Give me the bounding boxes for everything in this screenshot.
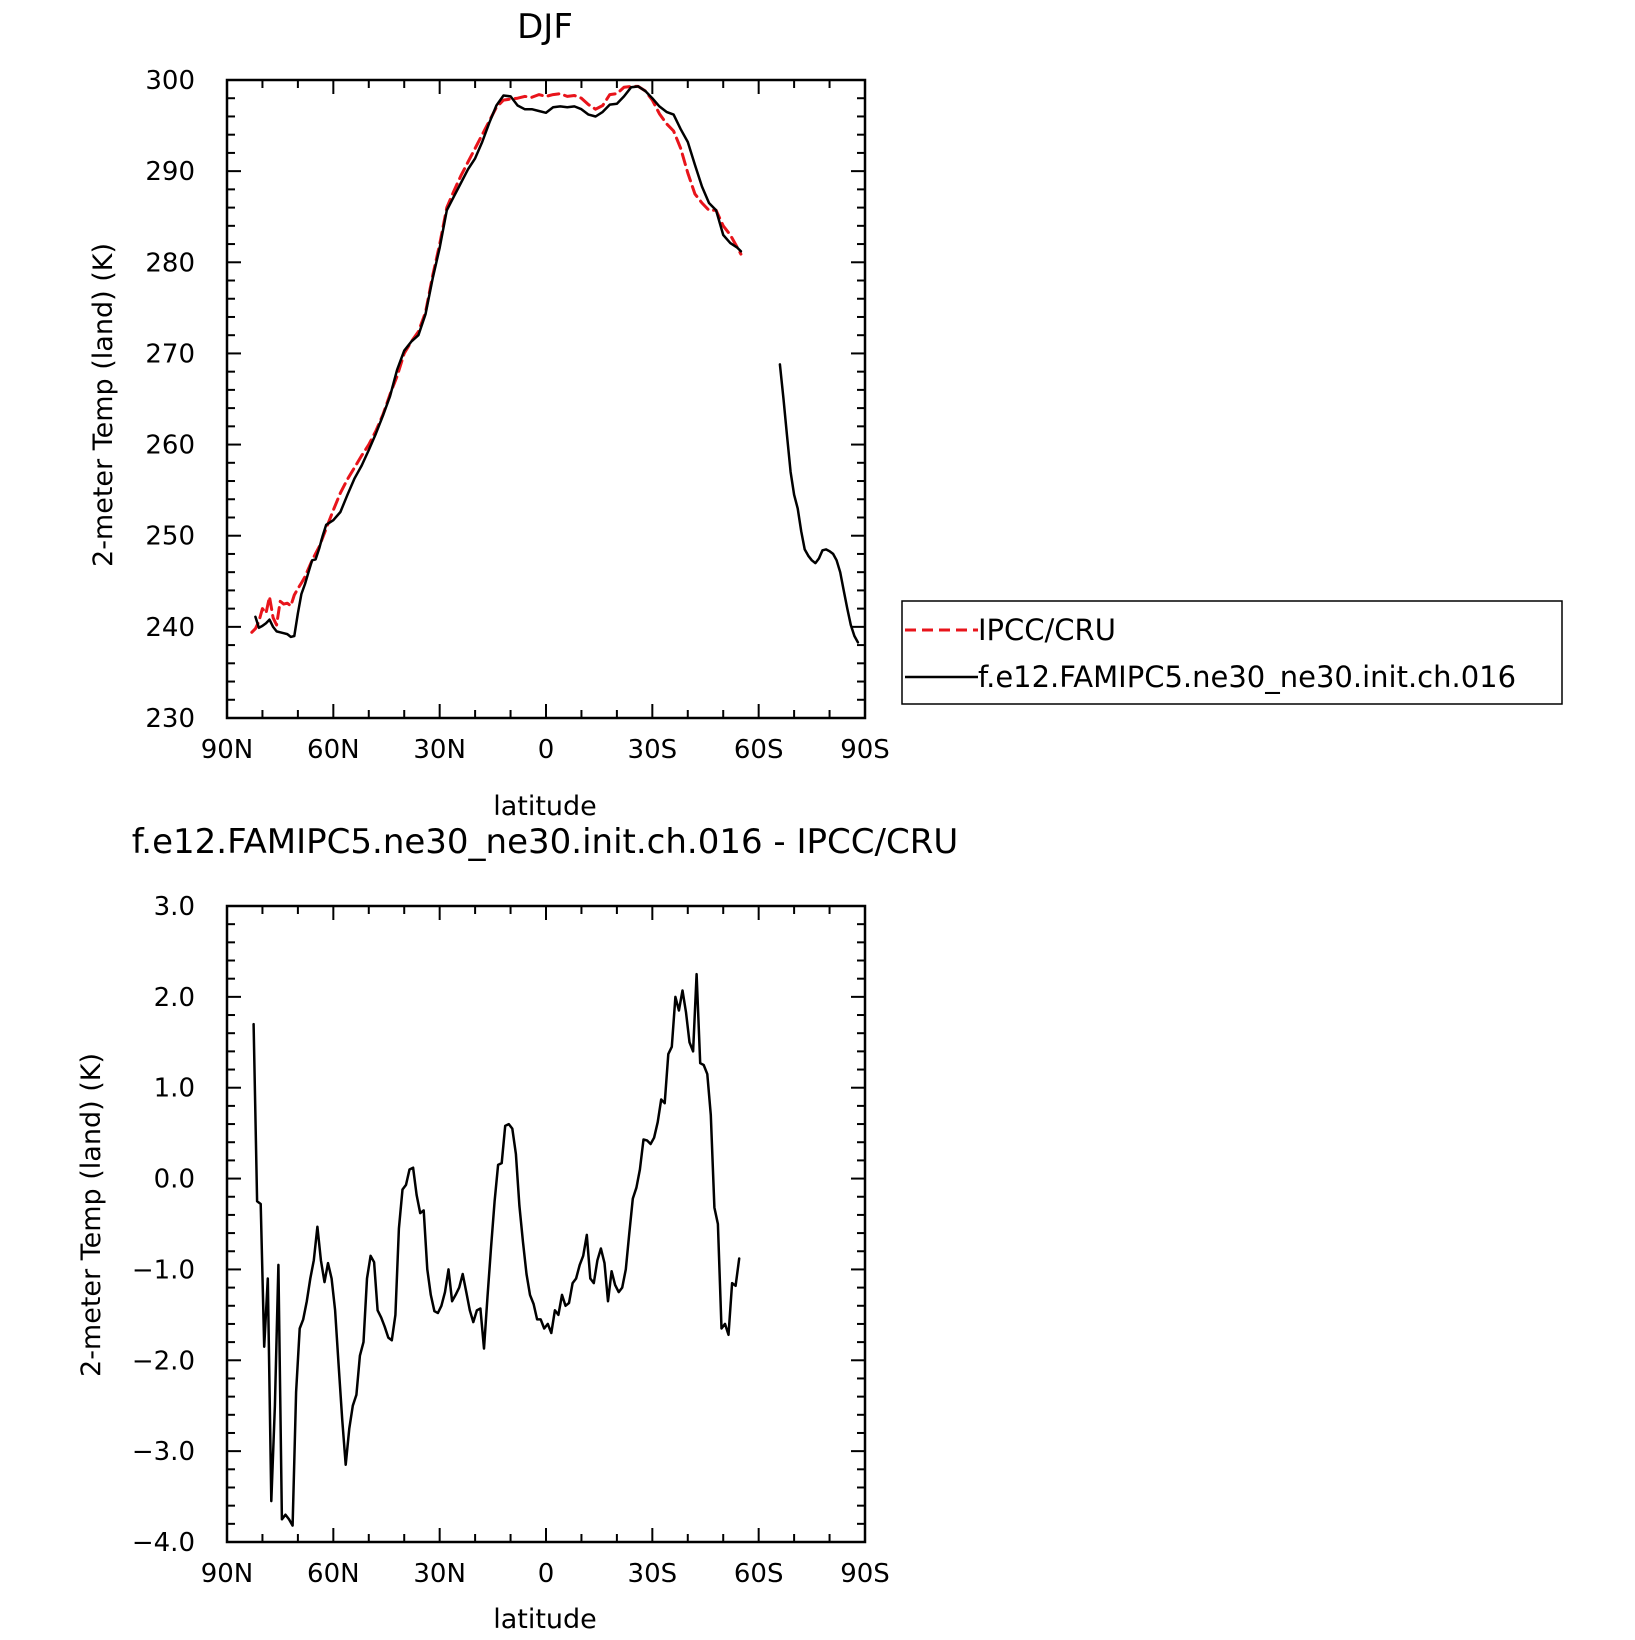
legend-label-ipcc-cru: IPCC/CRU — [978, 613, 1116, 647]
chart-1-y-tick-label: 290 — [145, 157, 195, 187]
chart-2-y-tick-label: −1.0 — [132, 1255, 195, 1285]
chart-1-x-tick-label: 30N — [413, 735, 466, 765]
chart-1-plot-frame — [225, 78, 867, 720]
chart-1-y-tick-label: 260 — [145, 431, 195, 461]
chart-2-y-tick-label: 1.0 — [154, 1074, 195, 1104]
chart-2-title: f.e12.FAMIPC5.ne30_ne30.init.ch.016 - IP… — [132, 822, 958, 862]
chart-2-x-tick-label: 30S — [628, 1559, 678, 1589]
chart-1-title: DJF — [517, 7, 573, 47]
chart-2-y-tick-label: 0.0 — [154, 1165, 195, 1195]
chart-1-legend: IPCC/CRU f.e12.FAMIPC5.ne30_ne30.init.ch… — [901, 600, 1563, 705]
chart-2-y-tick-label: −2.0 — [132, 1346, 195, 1376]
legend-label-model: f.e12.FAMIPC5.ne30_ne30.init.ch.016 — [978, 660, 1516, 694]
chart-1-y-tick-label: 250 — [145, 522, 195, 552]
chart-1-series-ipcc-cru-line — [250, 84, 743, 634]
chart-1-x-tick-label: 90N — [201, 735, 254, 765]
chart-1-y-tick-label: 300 — [145, 66, 195, 96]
chart-2-x-tick-label: 90N — [201, 1559, 254, 1589]
chart-2-plot-frame — [225, 904, 867, 1544]
chart-2-y-tick-label: 2.0 — [154, 983, 195, 1013]
chart-2-y-tick-label: 3.0 — [154, 892, 195, 922]
chart-1-y-axis-label: 2-meter Temp (land) (K) — [88, 243, 119, 567]
chart-1-series-model-line-segment-1 — [254, 85, 743, 639]
chart-1-x-tick-label: 60S — [734, 735, 784, 765]
chart-1-series-model-line-segment-2 — [778, 363, 860, 644]
chart-1-y-tick-label: 240 — [145, 613, 195, 643]
chart-1-y-tick-label: 270 — [145, 339, 195, 369]
chart-2-y-tick-label: −4.0 — [132, 1528, 195, 1558]
legend-box — [901, 600, 1563, 705]
chart-1-x-tick-label: 30S — [628, 735, 678, 765]
chart-1-y-tick-label: 280 — [145, 248, 195, 278]
chart-2-x-tick-label: 30N — [413, 1559, 466, 1589]
chart-2-x-tick-label: 60S — [734, 1559, 784, 1589]
chart-1-x-tick-label: 60N — [307, 735, 360, 765]
chart-2-x-tick-label: 0 — [538, 1559, 555, 1589]
chart-2-y-tick-label: −3.0 — [132, 1437, 195, 1467]
chart-2-x-axis-label: latitude — [493, 1604, 597, 1635]
chart-2-x-tick-label: 90S — [840, 1559, 890, 1589]
chart-1-x-tick-label: 90S — [840, 735, 890, 765]
chart-1-x-axis-label: latitude — [493, 791, 597, 822]
chart-2-x-tick-label: 60N — [307, 1559, 360, 1589]
chart-1-x-tick-label: 0 — [538, 735, 555, 765]
chart-1-y-tick-label: 230 — [145, 704, 195, 734]
chart-2-y-axis-label: 2-meter Temp (land) (K) — [76, 1053, 107, 1377]
chart-2-series-difference-line — [252, 972, 741, 1527]
